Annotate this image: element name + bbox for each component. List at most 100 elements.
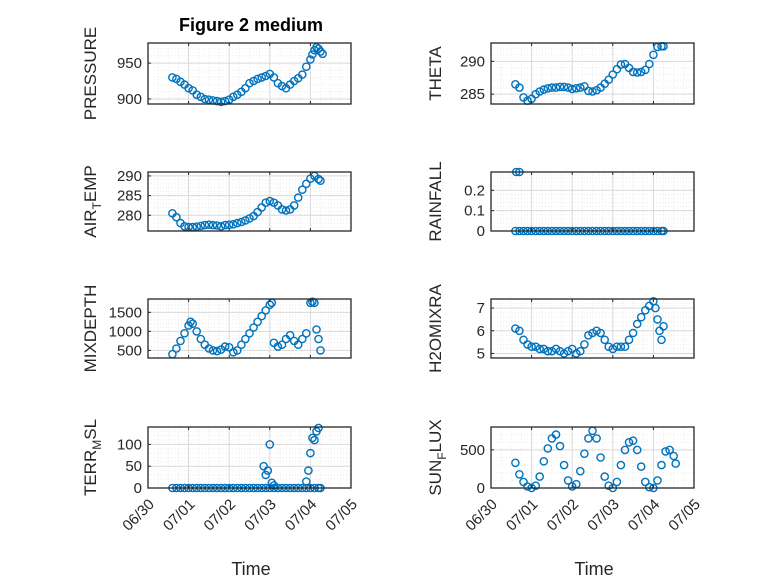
data-point: [212, 346, 222, 356]
data-point: [241, 83, 250, 93]
data-point: [316, 47, 325, 56]
data-point: [261, 470, 271, 480]
data-point: [318, 49, 327, 59]
data-point: [204, 220, 214, 229]
y-axis-label: THETA: [426, 46, 445, 101]
data-point: [559, 82, 569, 92]
y-axis-label: RAINFALL: [426, 161, 445, 241]
data-point: [297, 70, 307, 79]
y-axis-label: MIXDEPTH: [81, 285, 100, 373]
data-point: [669, 451, 679, 461]
data-point: [624, 437, 634, 447]
y-tick-label: 7: [477, 300, 485, 317]
subplot-8: 0 500 06/30 07/01 07/02 07/03 07/04 07/05 SUNFLU…: [426, 419, 704, 534]
data-point: [245, 328, 254, 338]
data-point: [584, 330, 593, 340]
data-point: [306, 55, 315, 64]
y-tick-label: 285: [117, 188, 142, 205]
data-point: [301, 328, 311, 338]
x-tick-label: 07/01: [503, 496, 542, 535]
data-point: [216, 97, 226, 107]
y-tick-label: 500: [117, 342, 142, 359]
x-tick-label: 07/05: [665, 496, 704, 535]
data-point: [289, 201, 299, 210]
data-point: [535, 87, 545, 96]
data-point: [200, 94, 210, 104]
data-point: [308, 433, 317, 443]
data-point: [184, 83, 193, 93]
data-point: [580, 449, 589, 459]
data-point: [297, 334, 307, 344]
data-point: [208, 220, 218, 230]
data-point: [584, 434, 593, 443]
data-point: [277, 340, 287, 350]
data-point: [551, 83, 561, 92]
subplot-4: 0 0.1 0.2 RAINFALL: [426, 161, 695, 242]
data-point: [671, 459, 681, 468]
data-point: [249, 323, 258, 332]
x-tick-label: 06/30: [119, 496, 158, 535]
subplot-3: 280 285 290 AIRTEMP: [81, 165, 352, 238]
data-point: [314, 423, 323, 433]
data-point: [559, 460, 569, 470]
data-point: [293, 340, 303, 350]
data-point: [535, 472, 545, 481]
data-point: [563, 476, 573, 485]
y-tick-label: 0: [477, 480, 485, 497]
y-tick-label: 1000: [109, 323, 142, 340]
data-point: [588, 328, 597, 338]
data-point: [180, 221, 189, 231]
data-point: [237, 217, 246, 227]
data-point: [576, 466, 585, 476]
data-point: [216, 221, 226, 231]
data-point: [661, 447, 670, 456]
x-tick-label: 07/05: [322, 496, 361, 535]
data-point: [267, 478, 277, 488]
data-point: [314, 334, 323, 344]
data-point: [576, 83, 585, 92]
data-point: [212, 221, 222, 230]
data-point: [261, 198, 271, 207]
data-point: [257, 73, 267, 82]
data-point: [653, 476, 662, 485]
data-point: [273, 342, 283, 351]
data-point: [588, 87, 597, 96]
data-point: [592, 434, 601, 443]
data-point: [314, 174, 323, 184]
data-point: [632, 68, 642, 77]
data-point: [563, 83, 573, 92]
data-point: [192, 222, 201, 231]
data-point: [632, 445, 642, 455]
y-axis-label-part: LUX: [426, 419, 445, 452]
subplot-5: 500 1000 1500 MIXDEPTH: [81, 285, 352, 373]
data-point: [624, 335, 634, 345]
axes-box: [147, 426, 352, 489]
data-point: [567, 84, 577, 94]
data-point: [543, 346, 553, 356]
figure-title: Figure 2 medium: [179, 15, 323, 35]
data-point: [651, 303, 660, 313]
x-tick-label: 07/01: [160, 496, 199, 535]
x-tick-label: 06/30: [462, 496, 501, 535]
x-tick-label: 07/02: [544, 496, 583, 535]
data-point: [200, 220, 210, 230]
data-point: [204, 344, 214, 353]
data-point: [316, 346, 325, 355]
data-point: [555, 82, 565, 92]
data-point: [608, 344, 618, 354]
data-point: [636, 462, 646, 471]
y-axis-label-part: SL: [81, 419, 100, 440]
data-point: [547, 346, 557, 356]
y-tick-label: 0: [134, 480, 142, 497]
y-tick-label: 290: [117, 168, 142, 185]
data-point: [632, 319, 642, 329]
data-point: [192, 90, 201, 99]
data-point: [212, 96, 222, 106]
y-tick-label: 50: [125, 458, 142, 475]
y-tick-label: 285: [460, 86, 485, 103]
y-axis-label: H2OMIXRA: [426, 283, 445, 372]
data-point: [567, 482, 577, 491]
data-point: [241, 216, 250, 225]
data-point: [515, 469, 524, 479]
data-point: [180, 328, 189, 338]
